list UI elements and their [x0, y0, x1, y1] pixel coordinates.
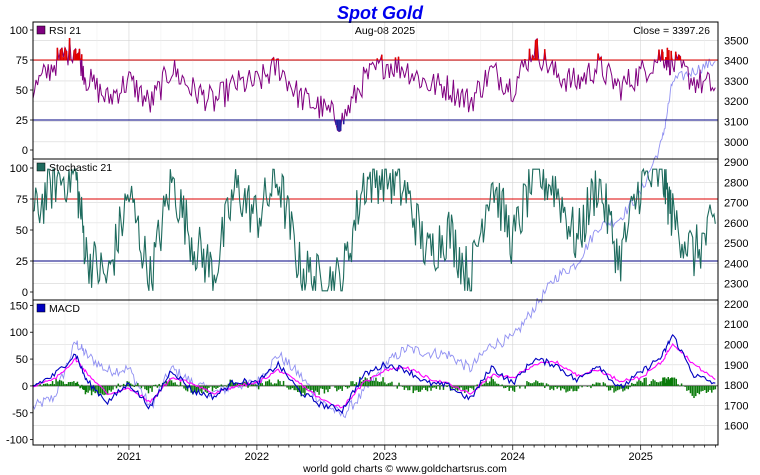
- panel-legend-swatch: [36, 303, 46, 313]
- y-tick-label: 75: [16, 194, 28, 206]
- price-tick-label: 2200: [724, 299, 748, 311]
- price-tick-label: 3000: [724, 137, 748, 149]
- x-tick-label: 2022: [245, 451, 269, 463]
- x-tick-label: 2024: [501, 451, 525, 463]
- y-tick-label: 0: [22, 381, 28, 393]
- price-tick-label: 1700: [724, 400, 748, 412]
- price-tick-label: 2300: [724, 279, 748, 291]
- y-tick-label: 50: [16, 354, 28, 366]
- price-tick-label: 3500: [724, 35, 748, 47]
- y-tick-label: 100: [10, 163, 28, 175]
- y-tick-label: 50: [16, 225, 28, 237]
- panel-legend-label: RSI 21: [49, 25, 81, 37]
- y-tick-label: 0: [22, 145, 28, 157]
- x-tick-label: 2023: [373, 451, 397, 463]
- y-tick-label: 25: [16, 256, 28, 268]
- close-label: Close = 3397.26: [633, 25, 710, 37]
- price-tick-label: 1800: [724, 380, 748, 392]
- indicator-panels: RSI 21 Stochastic 21 MACD: [32, 25, 718, 414]
- price-tick-label: 1600: [724, 421, 748, 433]
- price-tick-label: 2800: [724, 177, 748, 189]
- price-tick-label: 2600: [724, 218, 748, 230]
- panel-legend-swatch: [36, 25, 46, 35]
- price-tick-label: 2100: [724, 319, 748, 331]
- price-tick-label: 2700: [724, 198, 748, 210]
- y-tick-label: 150: [10, 300, 28, 312]
- y-tick-label: 0: [22, 287, 28, 299]
- y-tick-label: -100: [6, 435, 28, 447]
- price-tick-label: 3200: [724, 96, 748, 108]
- price-tick-label: 3300: [724, 76, 748, 88]
- axes: 1600170018001900200021002200230024002500…: [6, 25, 749, 463]
- price-tick-label: 1900: [724, 360, 748, 372]
- y-tick-label: 25: [16, 115, 28, 127]
- y-tick-label: -50: [12, 408, 28, 420]
- stochastic-line: [32, 167, 716, 292]
- rsi-line: [32, 37, 716, 133]
- chart-title: Spot Gold: [337, 3, 424, 23]
- panel-2: MACD: [32, 303, 718, 414]
- macd-line: [32, 334, 716, 414]
- grid: [33, 22, 718, 445]
- panel-legend-swatch: [36, 162, 46, 172]
- x-tick-label: 2021: [117, 451, 141, 463]
- price-tick-label: 2000: [724, 340, 748, 352]
- y-tick-label: 100: [10, 25, 28, 37]
- footer-credit: world gold charts © www.goldchartsrus.co…: [302, 463, 507, 475]
- y-tick-label: 75: [16, 55, 28, 67]
- panel-0: RSI 21: [32, 25, 718, 133]
- price-tick-label: 3100: [724, 117, 748, 129]
- price-tick-label: 3400: [724, 56, 748, 68]
- x-tick-label: 2025: [628, 451, 652, 463]
- price-tick-label: 2900: [724, 157, 748, 169]
- panel-legend-label: MACD: [49, 303, 80, 315]
- y-tick-label: 100: [10, 327, 28, 339]
- y-tick-label: 50: [16, 85, 28, 97]
- panel-frames: [32, 21, 719, 446]
- panel-legend-label: Stochastic 21: [49, 162, 112, 174]
- panel-frame: [32, 299, 719, 446]
- price-tick-label: 2500: [724, 238, 748, 250]
- price-tick-label: 2400: [724, 258, 748, 270]
- panel-1: Stochastic 21: [32, 162, 718, 292]
